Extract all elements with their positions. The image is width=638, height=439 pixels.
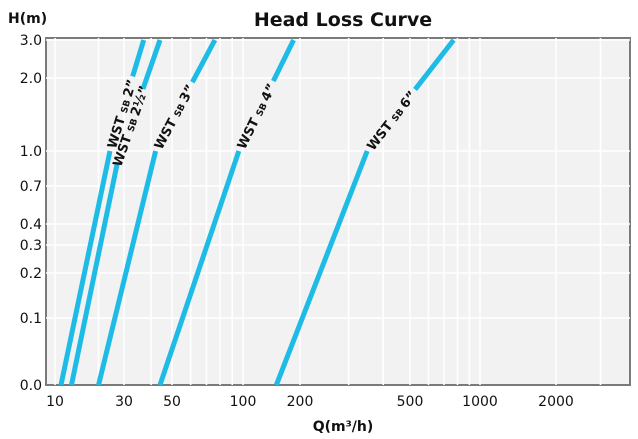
series-line-upper (140, 39, 163, 90)
x-tick-label: 1000 (462, 394, 498, 410)
x-tick-label: 50 (163, 394, 181, 410)
series-line-upper (190, 38, 218, 84)
y-tick-label: 2.0 (20, 71, 42, 87)
x-ticks: 10 30 50 100 200 500 1000 2000 (46, 394, 574, 410)
y-tick-label: 3.0 (20, 33, 42, 49)
y-ticks: 0.0 0.1 0.2 0.3 0.4 0.7 1.0 2.0 3.0 (20, 33, 42, 394)
y-tick-label: 0.2 (20, 266, 42, 282)
series-2: WST SB 2½” (69, 39, 163, 386)
series-line-lower (157, 150, 242, 386)
x-tick-label: 30 (115, 394, 133, 410)
y-tick-label: 0.1 (20, 311, 42, 327)
series-line-upper (130, 39, 147, 78)
series-line-upper (413, 38, 456, 91)
series-line-upper (271, 38, 296, 83)
x-tick-label: 100 (230, 394, 257, 410)
series-line-lower (69, 162, 120, 386)
x-tick-label: 500 (397, 394, 424, 410)
y-tick-label: 1.0 (20, 144, 42, 160)
series-line-lower (58, 150, 113, 386)
x-tick-label: 2000 (538, 394, 574, 410)
x-tick-label: 200 (287, 394, 314, 410)
y-tick-label: 0.4 (20, 217, 42, 233)
y-tick-label: 0.0 (20, 378, 42, 394)
chart-title: Head Loss Curve (254, 9, 432, 31)
x-axis-label: Q(m³/h) (313, 419, 374, 435)
series-line-lower (96, 150, 159, 386)
y-tick-label: 0.3 (20, 238, 42, 254)
y-axis-label: H(m) (8, 11, 47, 27)
y-tick-label: 0.7 (20, 179, 42, 195)
series-line-lower (274, 150, 370, 386)
x-tick-label: 10 (46, 394, 64, 410)
